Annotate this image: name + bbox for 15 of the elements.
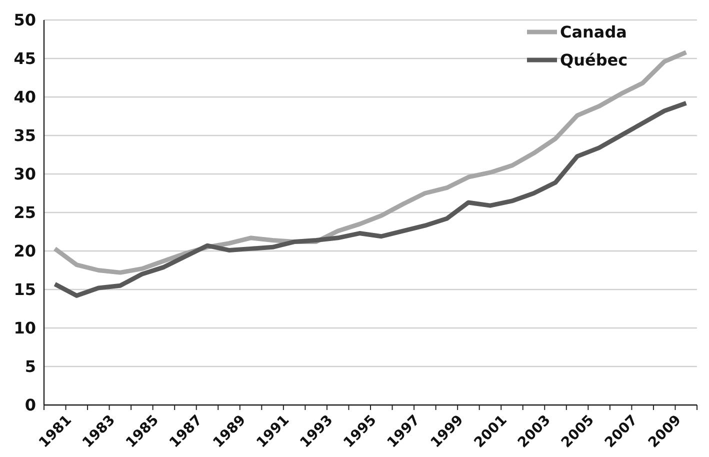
y-tick-label: 15 bbox=[14, 280, 36, 300]
y-tick-label: 45 bbox=[14, 49, 36, 68]
y-tick-label: 5 bbox=[24, 357, 36, 376]
legend-label: Québec bbox=[560, 50, 628, 70]
y-tick-label: 0 bbox=[24, 396, 36, 415]
y-tick-label: 25 bbox=[14, 203, 36, 222]
y-tick-label: 30 bbox=[14, 164, 36, 184]
y-tick-label: 40 bbox=[14, 88, 36, 107]
line-series bbox=[52, 50, 688, 275]
line-series bbox=[52, 100, 688, 298]
y-tick-label: 50 bbox=[14, 10, 36, 30]
y-tick-label: 20 bbox=[14, 242, 36, 261]
y-tick-label: 35 bbox=[14, 126, 36, 146]
legend-label: Canada bbox=[560, 22, 627, 42]
y-tick-label: 10 bbox=[14, 318, 36, 338]
